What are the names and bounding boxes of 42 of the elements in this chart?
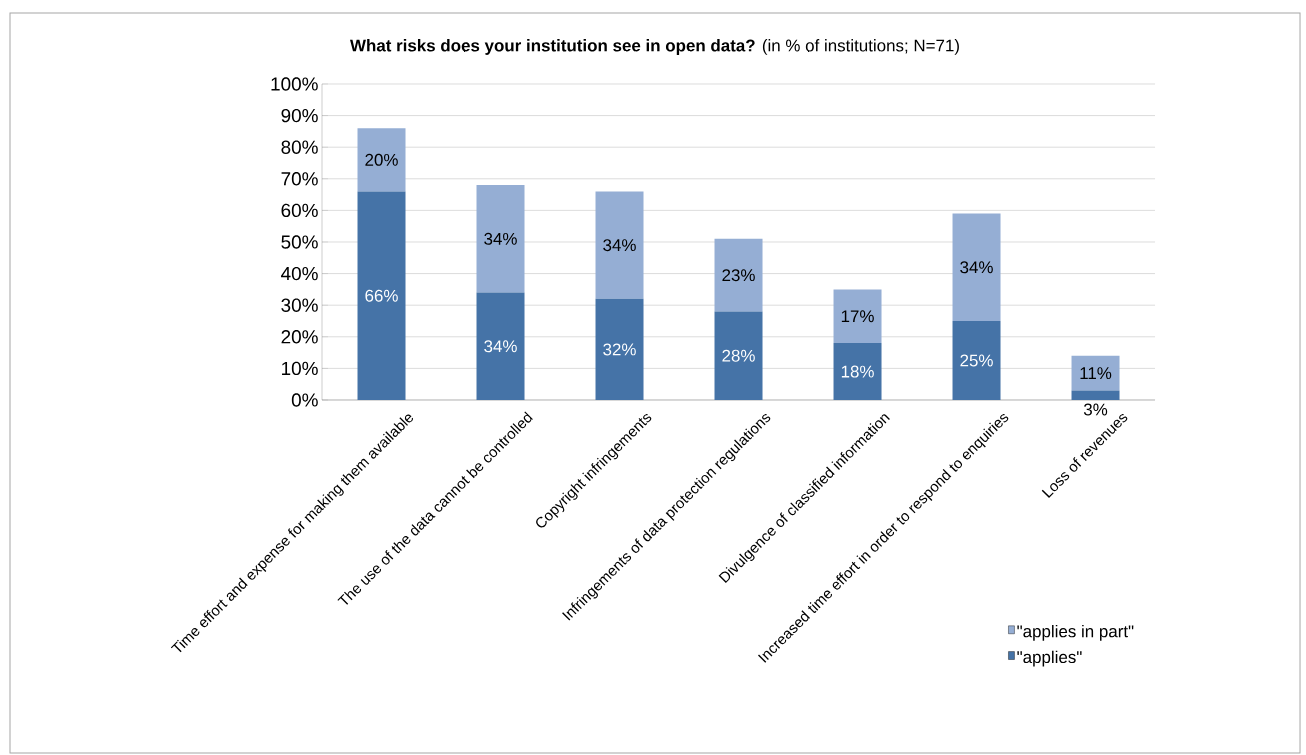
y-tick-label: 90% bbox=[281, 108, 318, 123]
data-label: 28% bbox=[722, 349, 755, 362]
y-tick-label: 20% bbox=[281, 330, 318, 344]
data-label: 34% bbox=[603, 239, 636, 252]
legend-label: "applies" bbox=[1017, 650, 1082, 667]
bar bbox=[714, 311, 763, 400]
data-label: 17% bbox=[841, 310, 874, 323]
bar bbox=[1071, 355, 1120, 391]
bar bbox=[714, 238, 763, 312]
y-tick-label: 70% bbox=[281, 172, 318, 186]
y-tick-label: 30% bbox=[281, 298, 318, 312]
data-label: 18% bbox=[841, 365, 874, 378]
data-label: 3% bbox=[1083, 403, 1108, 416]
y-tick-label: 0% bbox=[291, 393, 318, 407]
bar bbox=[952, 213, 1001, 321]
data-label: 32% bbox=[603, 343, 636, 356]
y-tick-label: 60% bbox=[281, 203, 318, 218]
data-label: 11% bbox=[1080, 367, 1112, 380]
bar bbox=[357, 191, 406, 400]
bar bbox=[833, 289, 882, 344]
bar bbox=[595, 191, 644, 299]
data-label: 20% bbox=[365, 153, 398, 166]
y-tick-label: 100% bbox=[271, 77, 318, 91]
bar bbox=[476, 185, 525, 293]
data-label: 25% bbox=[960, 354, 993, 367]
y-tick-label: 50% bbox=[281, 235, 318, 249]
data-label: 34% bbox=[960, 261, 993, 274]
y-tick-label: 40% bbox=[281, 266, 318, 281]
legend-label: "applies in part" bbox=[1017, 624, 1134, 641]
chart-title: What risks does your institution see in open data? (in % of institutions; N=71) bbox=[350, 39, 959, 55]
data-label: 23% bbox=[722, 269, 755, 282]
bar bbox=[833, 343, 882, 400]
bar bbox=[595, 298, 644, 400]
data-label: 66% bbox=[365, 289, 398, 302]
bar bbox=[952, 320, 1001, 400]
y-tick-label: 10% bbox=[282, 361, 318, 376]
bar bbox=[1071, 390, 1120, 400]
bar bbox=[357, 128, 406, 192]
data-label: 34% bbox=[484, 232, 517, 245]
bar bbox=[476, 292, 525, 400]
y-tick-label: 80% bbox=[281, 140, 318, 154]
data-label: 34% bbox=[484, 340, 517, 353]
